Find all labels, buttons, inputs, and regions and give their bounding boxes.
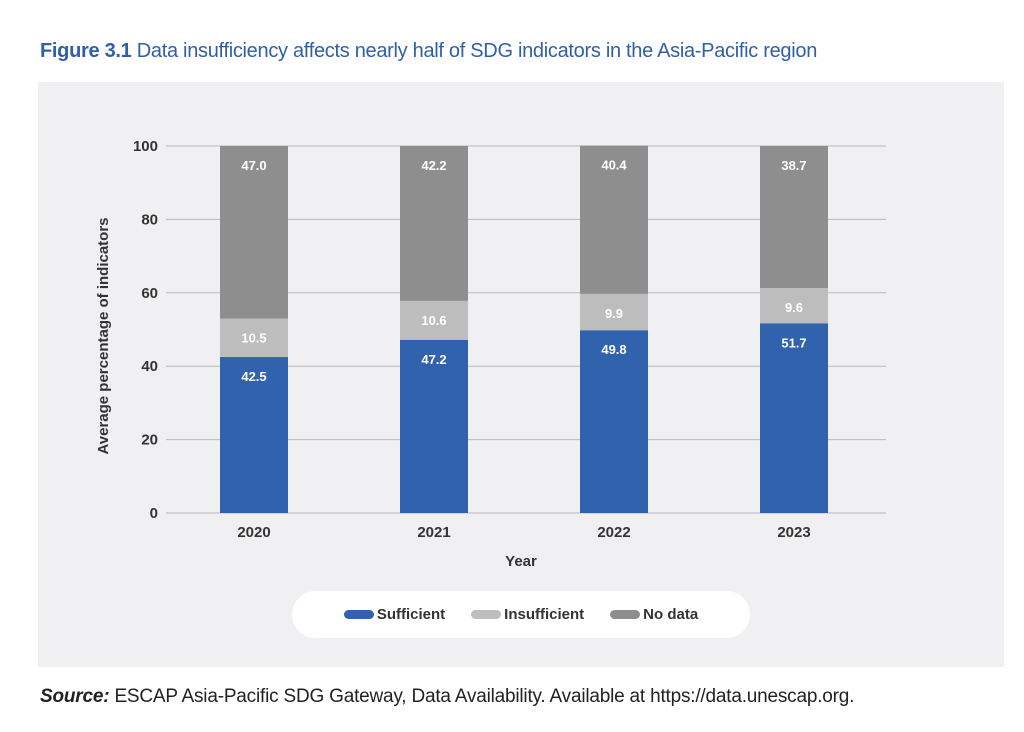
legend-swatch-sufficient [343, 610, 374, 619]
bar-segment-insufficient [760, 288, 828, 324]
y-tick-labels: 0 20 40 60 80 100 [133, 138, 158, 522]
bar-segment-sufficient [760, 323, 828, 513]
bar-segment-no-data [220, 146, 288, 319]
legend-swatch-insufficient [471, 610, 502, 619]
data-label-no-data: 40.4 [601, 158, 627, 173]
y-tick-label: 60 [141, 285, 158, 302]
bar-segment-no-data [400, 146, 468, 301]
x-tick-labels: 2020 2021 2022 2023 [237, 524, 810, 541]
bar-segment-no-data [580, 145, 648, 294]
data-label-insufficient: 9.6 [785, 300, 803, 315]
bar-group-2021: 47.2 10.6 42.2 [400, 146, 468, 513]
data-label-no-data: 38.7 [781, 158, 806, 173]
bar-segment-insufficient [400, 300, 468, 340]
legend-label: No data [643, 606, 699, 623]
y-tick-label: 0 [150, 505, 158, 522]
figure-title-text: Data insufficiency affects nearly half o… [136, 40, 818, 62]
bar-segment-insufficient [220, 318, 288, 358]
bar-group-2020: 42.5 10.5 47.0 [220, 146, 288, 513]
data-label-insufficient: 10.5 [241, 330, 266, 345]
source-note: Source: ESCAP Asia-Pacific SDG Gateway, … [40, 686, 854, 708]
bar-segment-sufficient [580, 330, 648, 513]
legend-item-no-data: No data [610, 606, 698, 623]
data-label-sufficient: 49.8 [601, 342, 626, 357]
bar-group-2022: 49.8 9.9 40.4 [580, 145, 648, 513]
bar-segment-insufficient [580, 293, 648, 331]
y-tick-label: 20 [141, 432, 158, 449]
bar-segment-sufficient [400, 339, 468, 513]
data-label-sufficient: 47.2 [421, 352, 446, 367]
data-label-sufficient: 42.5 [241, 369, 266, 384]
data-label-insufficient: 9.9 [605, 306, 623, 321]
legend-item-insufficient: Insufficient [471, 606, 584, 623]
data-label-sufficient: 51.7 [781, 335, 806, 350]
figure-number: Figure 3.1 [40, 40, 132, 62]
y-axis-title: Average percentage of indicators [95, 217, 112, 454]
figure-title: Figure 3.1 Data insufficiency affects ne… [40, 40, 817, 63]
x-tick-label: 2022 [597, 524, 630, 541]
data-label-no-data: 47.0 [241, 158, 266, 173]
data-label-no-data: 42.2 [421, 158, 446, 173]
source-text: ESCAP Asia-Pacific SDG Gateway, Data Ava… [114, 686, 855, 707]
x-tick-label: 2023 [777, 524, 810, 541]
source-label: Source: [40, 686, 110, 707]
x-tick-label: 2021 [417, 524, 450, 541]
x-tick-label: 2020 [237, 524, 270, 541]
legend-label: Insufficient [504, 606, 585, 623]
y-tick-label: 100 [133, 138, 158, 155]
legend-label: Sufficient [376, 606, 446, 623]
chart-panel [38, 82, 1004, 667]
legend-item-sufficient: Sufficient [343, 606, 446, 623]
y-tick-label: 40 [141, 358, 158, 375]
bars: 42.5 10.5 47.0 47.2 10.6 42.2 49.8 9.9 40.4 51.7 9… [220, 145, 828, 513]
y-tick-label: 80 [141, 211, 158, 228]
bar-segment-sufficient [220, 357, 288, 513]
data-label-insufficient: 10.6 [421, 313, 446, 328]
legend: Sufficient Insufficient No data [292, 591, 750, 638]
legend-swatch-no-data [610, 610, 641, 619]
bar-segment-no-data [760, 146, 828, 289]
x-axis-title: Year [505, 553, 537, 570]
bar-group-2023: 51.7 9.6 38.7 [760, 146, 828, 513]
